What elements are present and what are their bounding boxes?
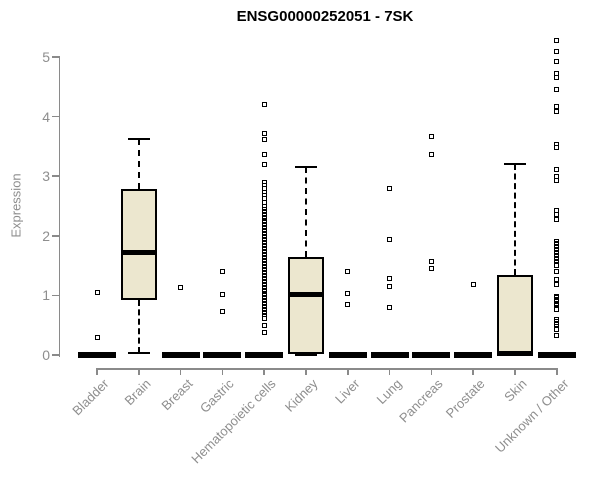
boxplot-upper-whisker: [305, 167, 307, 257]
y-axis-tick: [51, 235, 59, 237]
boxplot-outlier-point: [554, 87, 560, 93]
y-axis-title: Expression: [8, 173, 24, 238]
boxplot-collapsed-box: [370, 352, 409, 358]
boxplot-outlier-point: [554, 74, 560, 80]
boxplot-box: [120, 188, 157, 300]
boxplot-outlier-point: [554, 282, 560, 288]
chart-title: ENSG00000252051 - 7SK: [236, 8, 414, 25]
boxplot-outlier-point: [554, 333, 560, 339]
y-axis-tick: [51, 354, 59, 356]
y-axis-tick-label: 3: [42, 168, 50, 185]
boxplot-outlier-point: [554, 145, 560, 151]
x-axis-line: [95, 368, 559, 370]
boxplot-outlier-point: [345, 290, 351, 296]
y-axis-tick: [51, 56, 59, 58]
boxplot-outlier-point: [261, 151, 267, 157]
x-axis-tick: [430, 368, 433, 375]
boxplot-collapsed-box: [245, 352, 284, 358]
boxplot-outlier-point: [554, 216, 560, 222]
boxplot-outlier-point: [345, 269, 351, 275]
boxplot-lower-whisker: [137, 299, 140, 354]
boxplot-outlier-point: [554, 269, 560, 275]
boxplot-box: [497, 274, 533, 355]
boxplot-outlier-point: [554, 166, 560, 172]
x-axis-tick: [514, 368, 516, 375]
y-axis-tick-label: 4: [42, 108, 50, 125]
boxplot-upper-whisker-cap: [504, 163, 526, 166]
boxplot-collapsed-box: [328, 352, 367, 358]
y-axis-tick-label: 5: [42, 49, 50, 65]
boxplot-collapsed-box: [537, 352, 576, 358]
boxplot-collapsed-box: [161, 352, 200, 358]
boxplot-outlier-point: [94, 289, 100, 295]
boxplot-upper-whisker-cap: [127, 138, 150, 141]
boxplot-outlier-point: [428, 266, 434, 272]
boxplot-outlier-point: [261, 136, 267, 142]
boxplot-outlier-point: [554, 59, 560, 65]
boxplot-upper-whisker: [514, 164, 516, 275]
boxplot-outlier-point: [261, 329, 267, 335]
boxplot-outlier-point: [554, 263, 560, 269]
boxplot-outlier-point: [554, 327, 560, 333]
boxplot-outlier-point: [387, 305, 393, 311]
x-axis-tick: [221, 368, 224, 375]
boxplot-outlier-point: [219, 292, 225, 298]
y-axis-tick-label: 1: [42, 287, 50, 304]
boxplot-outlier-point: [261, 131, 267, 137]
boxplot-outlier-point: [428, 134, 434, 140]
x-axis-tick: [388, 368, 391, 375]
x-axis-tick: [472, 368, 474, 375]
y-axis-tick-label: 0: [42, 347, 50, 363]
x-axis-tick: [347, 368, 349, 375]
boxplot-box: [288, 256, 324, 354]
boxplot-collapsed-box: [203, 352, 242, 358]
x-axis-tick: [96, 368, 98, 375]
boxplot-outlier-point: [554, 38, 560, 44]
y-axis-tick: [51, 175, 59, 177]
boxplot-outlier-point: [387, 185, 393, 191]
x-axis-tick: [138, 368, 140, 375]
boxplot-outlier-point: [554, 177, 560, 183]
boxplot-upper-whisker: [137, 139, 140, 189]
boxplot-outlier-point: [428, 258, 434, 264]
boxplot-outlier-point: [387, 283, 393, 289]
boxplot-median: [288, 292, 324, 298]
boxplot-collapsed-box: [78, 352, 116, 358]
boxplot-outlier-point: [261, 102, 267, 108]
boxplot-outlier-point: [219, 269, 225, 275]
boxplot-lower-whisker-cap: [295, 354, 317, 356]
boxplot-outlier-point: [554, 48, 560, 54]
boxplot-outlier-point: [94, 335, 100, 341]
boxplot-outlier-point: [554, 109, 560, 115]
x-axis-tick: [263, 368, 265, 375]
boxplot-outlier-point: [261, 161, 267, 167]
y-axis-tick: [51, 294, 59, 297]
boxplot-outlier-point: [554, 277, 560, 283]
boxplot-outlier-point: [387, 276, 393, 282]
boxplot-median: [497, 350, 533, 356]
boxplot-outlier-point: [345, 302, 351, 308]
x-axis-tick: [179, 368, 182, 375]
y-axis-tick: [51, 115, 59, 118]
boxplot-outlier-point: [428, 151, 434, 157]
x-axis-tick: [556, 368, 558, 375]
boxplot-collapsed-box: [412, 352, 451, 358]
y-axis-line: [58, 55, 60, 357]
boxplot-outlier-point: [261, 315, 267, 321]
boxplot-collapsed-box: [454, 352, 493, 358]
boxplot-outlier-point: [470, 282, 476, 288]
x-axis-tick: [305, 368, 307, 375]
boxplot-outlier-point: [261, 322, 267, 328]
boxplot-median: [120, 249, 157, 255]
boxplot-outlier-point: [219, 308, 225, 314]
boxplot-upper-whisker-cap: [295, 166, 317, 169]
boxplot-outlier-point: [554, 103, 560, 109]
boxplot-lower-whisker-cap: [127, 352, 150, 355]
boxplot-outlier-point: [178, 285, 184, 291]
y-axis-tick-label: 2: [42, 227, 50, 244]
boxplot-outlier-point: [387, 236, 393, 242]
boxplot-outlier-point: [554, 307, 560, 313]
